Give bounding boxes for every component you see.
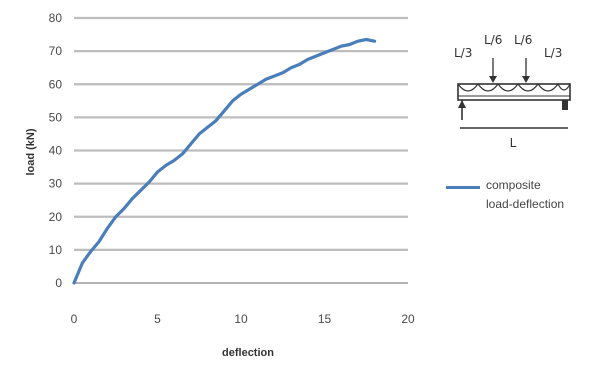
x-tick-label-1: 5 — [154, 312, 161, 326]
y-tick-label-3: 30 — [49, 177, 63, 191]
beam-loading-sketch: L/3 L/6 L/6 L/3 L — [454, 33, 571, 150]
y-tick-labels: 0 10 20 30 40 50 60 70 80 — [49, 11, 63, 290]
load-arrow-1-head — [489, 76, 497, 83]
x-tick-label-0: 0 — [71, 312, 78, 326]
y-tick-label-8: 80 — [49, 11, 63, 25]
legend-entry-label: composite load-deflection — [486, 178, 565, 211]
segment-label-2: L/6 — [484, 33, 502, 47]
y-tick-label-5: 50 — [49, 110, 63, 124]
y-tick-label-4: 40 — [49, 144, 63, 158]
y-tick-label-2: 20 — [49, 210, 63, 224]
y-tick-label-6: 60 — [49, 77, 63, 91]
legend: composite load-deflection — [446, 176, 596, 214]
x-tick-label-2: 10 — [234, 312, 248, 326]
segment-label-4: L/3 — [544, 46, 562, 60]
y-tick-label-7: 70 — [49, 44, 63, 58]
x-axis-label: deflection — [222, 347, 274, 359]
segment-label-3: L/6 — [514, 33, 532, 47]
x-tick-label-3: 15 — [318, 312, 332, 326]
gridlines — [74, 16, 408, 251]
segment-label-1: L/3 — [454, 46, 472, 60]
y-axis-label: load (kN) — [25, 128, 37, 175]
series-line — [72, 37, 377, 285]
y-tick-label-1: 10 — [49, 243, 63, 257]
y-tick-label-0: 0 — [55, 276, 62, 290]
span-label: L — [510, 136, 517, 150]
beam-outline — [457, 83, 571, 101]
beam-arcs — [457, 82, 571, 92]
x-tick-label-4: 20 — [401, 312, 415, 326]
x-tick-labels: 0 5 10 15 20 — [71, 312, 415, 326]
load-arrow-2-head — [522, 76, 530, 83]
left-support-marker — [458, 100, 466, 108]
right-support — [562, 100, 568, 110]
legend-swatch — [446, 186, 480, 189]
